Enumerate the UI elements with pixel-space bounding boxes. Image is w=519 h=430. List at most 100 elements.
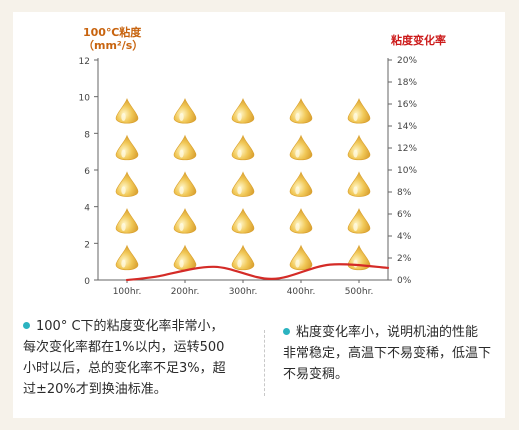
oil-drop-body	[231, 97, 255, 124]
chart-card: 100℃粘度 （mm²/s） 粘度变化率 0 2 4 6 8 10 12 0% 2% 4% 6% 8% 10%…	[13, 12, 505, 418]
oil-drop-body	[347, 207, 371, 234]
oil-drop-body	[115, 244, 139, 271]
oil-drop-body	[173, 171, 197, 197]
divider	[264, 330, 265, 396]
oil-drop-highlight	[179, 186, 184, 195]
left-tick-label: 8	[84, 130, 90, 140]
oil-drop-icon	[289, 134, 313, 161]
oil-drop-highlight	[237, 186, 242, 195]
oil-drop-highlight	[295, 186, 300, 195]
oil-drop-body	[173, 134, 197, 161]
oil-drop-icon	[115, 244, 139, 271]
oil-drop-icon	[231, 171, 255, 197]
right-note-line-1: 粘度变化率小，说明机油的性能	[283, 322, 503, 343]
oil-drop-icon	[231, 134, 255, 161]
left-note-line-1: 100° C下的粘度变化率非常小，	[23, 316, 251, 337]
oil-drop-body	[115, 207, 139, 234]
oil-drop-body	[289, 244, 313, 271]
left-axis-title: 100℃粘度	[83, 25, 142, 39]
right-tick-label: 0%	[397, 276, 412, 286]
oil-drop-highlight	[179, 149, 184, 158]
oil-drop-icon	[347, 171, 371, 197]
viscosity-chart: 100℃粘度（mm²/s） 粘度变化率 0 2 4 6 8 10 12 0% 2% 4% 6% 8% 10%…	[79, 25, 446, 297]
left-note-text-1: 100° C下的粘度变化率非常小，	[36, 319, 224, 334]
left-note: 100° C下的粘度变化率非常小， 每次变化率都在1%以内，运转500 小时以后…	[23, 316, 251, 400]
oil-drop-highlight	[179, 223, 184, 231]
x-tick-label: 400hr.	[287, 287, 316, 297]
bullet-icon	[23, 322, 30, 329]
right-tick-label: 14%	[397, 122, 417, 132]
left-tick-label: 0	[84, 277, 90, 287]
oil-drop-highlight	[121, 259, 126, 268]
right-note-line-2: 非常稳定，高温下不易变稀，低温下	[283, 346, 492, 361]
oil-drop-icon	[173, 97, 197, 124]
left-note-line-4: 过±20%才到换油标准。	[23, 382, 167, 397]
x-tick-label: 100hr.	[113, 287, 142, 297]
oil-drop-highlight	[353, 223, 358, 231]
x-tick-label: 500hr.	[345, 287, 374, 297]
oil-drop-highlight	[295, 113, 300, 121]
right-tick-label: 8%	[397, 188, 412, 198]
oil-drop-highlight	[295, 259, 300, 268]
oil-drop-body	[347, 171, 371, 197]
x-tick-label: 200hr.	[171, 287, 200, 297]
oil-drop-body	[173, 207, 197, 234]
oil-drop-body	[231, 244, 255, 271]
right-note: 粘度变化率小，说明机油的性能 非常稳定，高温下不易变稀，低温下 不易变稠。	[283, 322, 503, 385]
right-tick-label: 6%	[397, 210, 412, 220]
oil-drop-highlight	[295, 149, 300, 158]
oil-drop-icon	[173, 171, 197, 197]
oil-drop-body	[347, 134, 371, 161]
bullet-icon	[283, 328, 290, 335]
oil-drop-icon	[347, 207, 371, 234]
oil-drop-highlight	[121, 186, 126, 195]
oil-drop-body	[231, 207, 255, 234]
oil-drop-highlight	[353, 186, 358, 195]
right-axis-title: 粘度变化率	[391, 33, 446, 47]
right-tick-label: 10%	[397, 166, 417, 176]
oil-drop-highlight	[353, 149, 358, 158]
left-tick-label: 12	[79, 57, 90, 67]
oil-drop-highlight	[237, 113, 242, 121]
left-tick-label: 6	[84, 167, 90, 177]
right-tick-label: 20%	[397, 56, 417, 66]
right-note-line-3: 不易变稠。	[283, 367, 349, 382]
oil-drop-body	[289, 97, 313, 124]
left-note-line-3: 小时以后，总的变化率不足3%，超	[23, 361, 226, 376]
oil-drop-body	[173, 97, 197, 124]
oil-drop-body	[173, 244, 197, 271]
right-tick-label: 12%	[397, 144, 417, 154]
oil-drop-icon	[289, 97, 313, 124]
right-tick-label: 2%	[397, 254, 412, 264]
oil-drop-icon	[173, 207, 197, 234]
oil-drop-body	[115, 97, 139, 124]
oil-drop-icon	[115, 134, 139, 161]
oil-drop-highlight	[295, 223, 300, 231]
oil-drop-icon	[289, 244, 313, 271]
oil-drop-highlight	[121, 223, 126, 231]
oil-drop-icon	[231, 97, 255, 124]
oil-drop-icon	[115, 207, 139, 234]
oil-drop-icon	[231, 207, 255, 234]
oil-drop-highlight	[121, 149, 126, 158]
left-tick-label: 2	[84, 240, 90, 250]
viscosity-change-line	[125, 263, 390, 282]
oil-drop-body	[115, 134, 139, 161]
oil-drop-icon	[347, 134, 371, 161]
oil-drop-icon	[173, 244, 197, 271]
oil-drop-icon	[231, 244, 255, 271]
oil-drop-body	[289, 171, 313, 197]
oil-drop-body	[115, 171, 139, 197]
oil-drop-body	[231, 134, 255, 161]
right-note-text-1: 粘度变化率小，说明机油的性能	[296, 325, 479, 340]
left-axis-title: （mm²/s）	[83, 39, 143, 52]
left-note-line-2: 每次变化率都在1%以内，运转500	[23, 340, 225, 355]
right-tick-label: 18%	[397, 78, 417, 88]
oil-drop-body	[231, 171, 255, 197]
oil-drop-icon	[115, 97, 139, 124]
oil-drop-highlight	[237, 149, 242, 158]
right-tick-label: 16%	[397, 100, 417, 110]
oil-drop-icon	[173, 134, 197, 161]
oil-drop-body	[289, 207, 313, 234]
oil-drop-highlight	[121, 113, 126, 121]
